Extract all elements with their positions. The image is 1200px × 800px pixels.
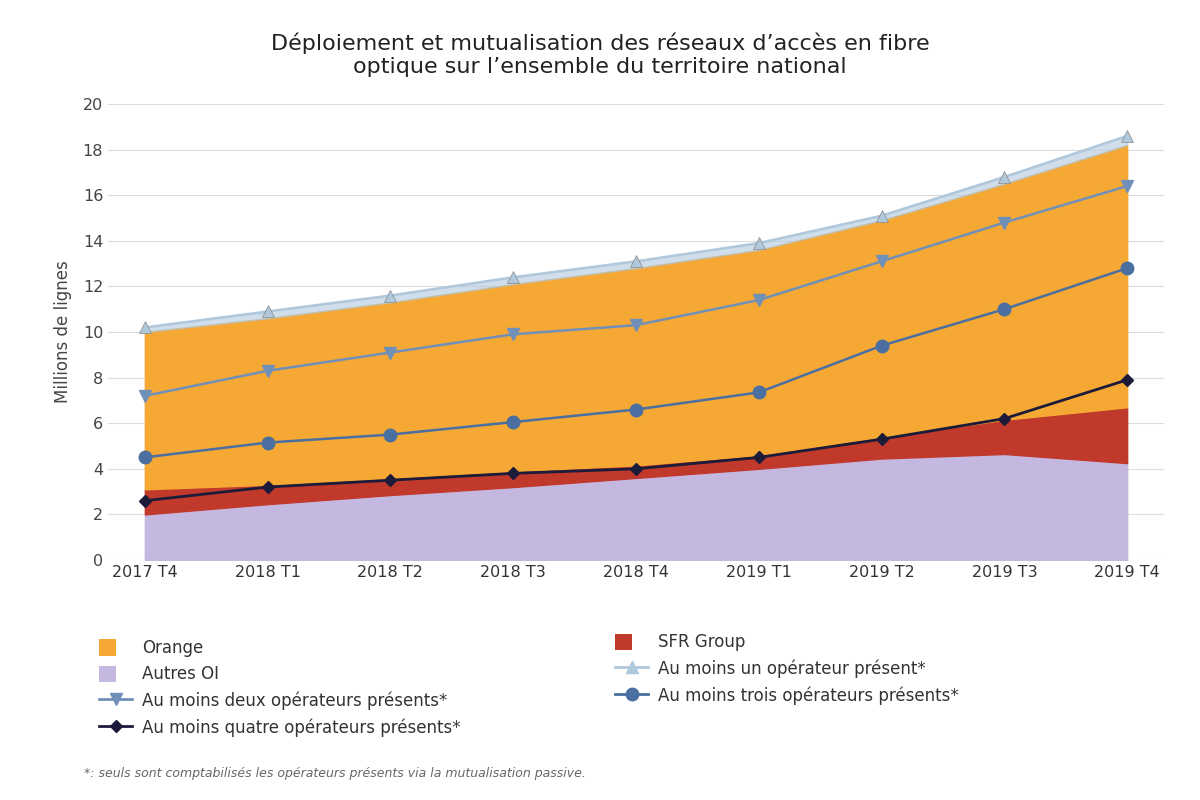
Text: *: seuls sont comptabilisés les opérateurs présents via la mutualisation passive: *: seuls sont comptabilisés les opérateu… [84, 767, 586, 780]
Y-axis label: Millions de lignes: Millions de lignes [54, 261, 72, 403]
Text: Déploiement et mutualisation des réseaux d’accès en fibre
optique sur l’ensemble: Déploiement et mutualisation des réseaux… [271, 32, 929, 77]
Legend: Orange, Autres OI, Au moins deux opérateurs présents*, Au moins quatre opérateur: Orange, Autres OI, Au moins deux opérate… [92, 632, 468, 744]
Legend: SFR Group, Au moins un opérateur présent*, Au moins trois opérateurs présents*: SFR Group, Au moins un opérateur présent… [608, 626, 966, 712]
